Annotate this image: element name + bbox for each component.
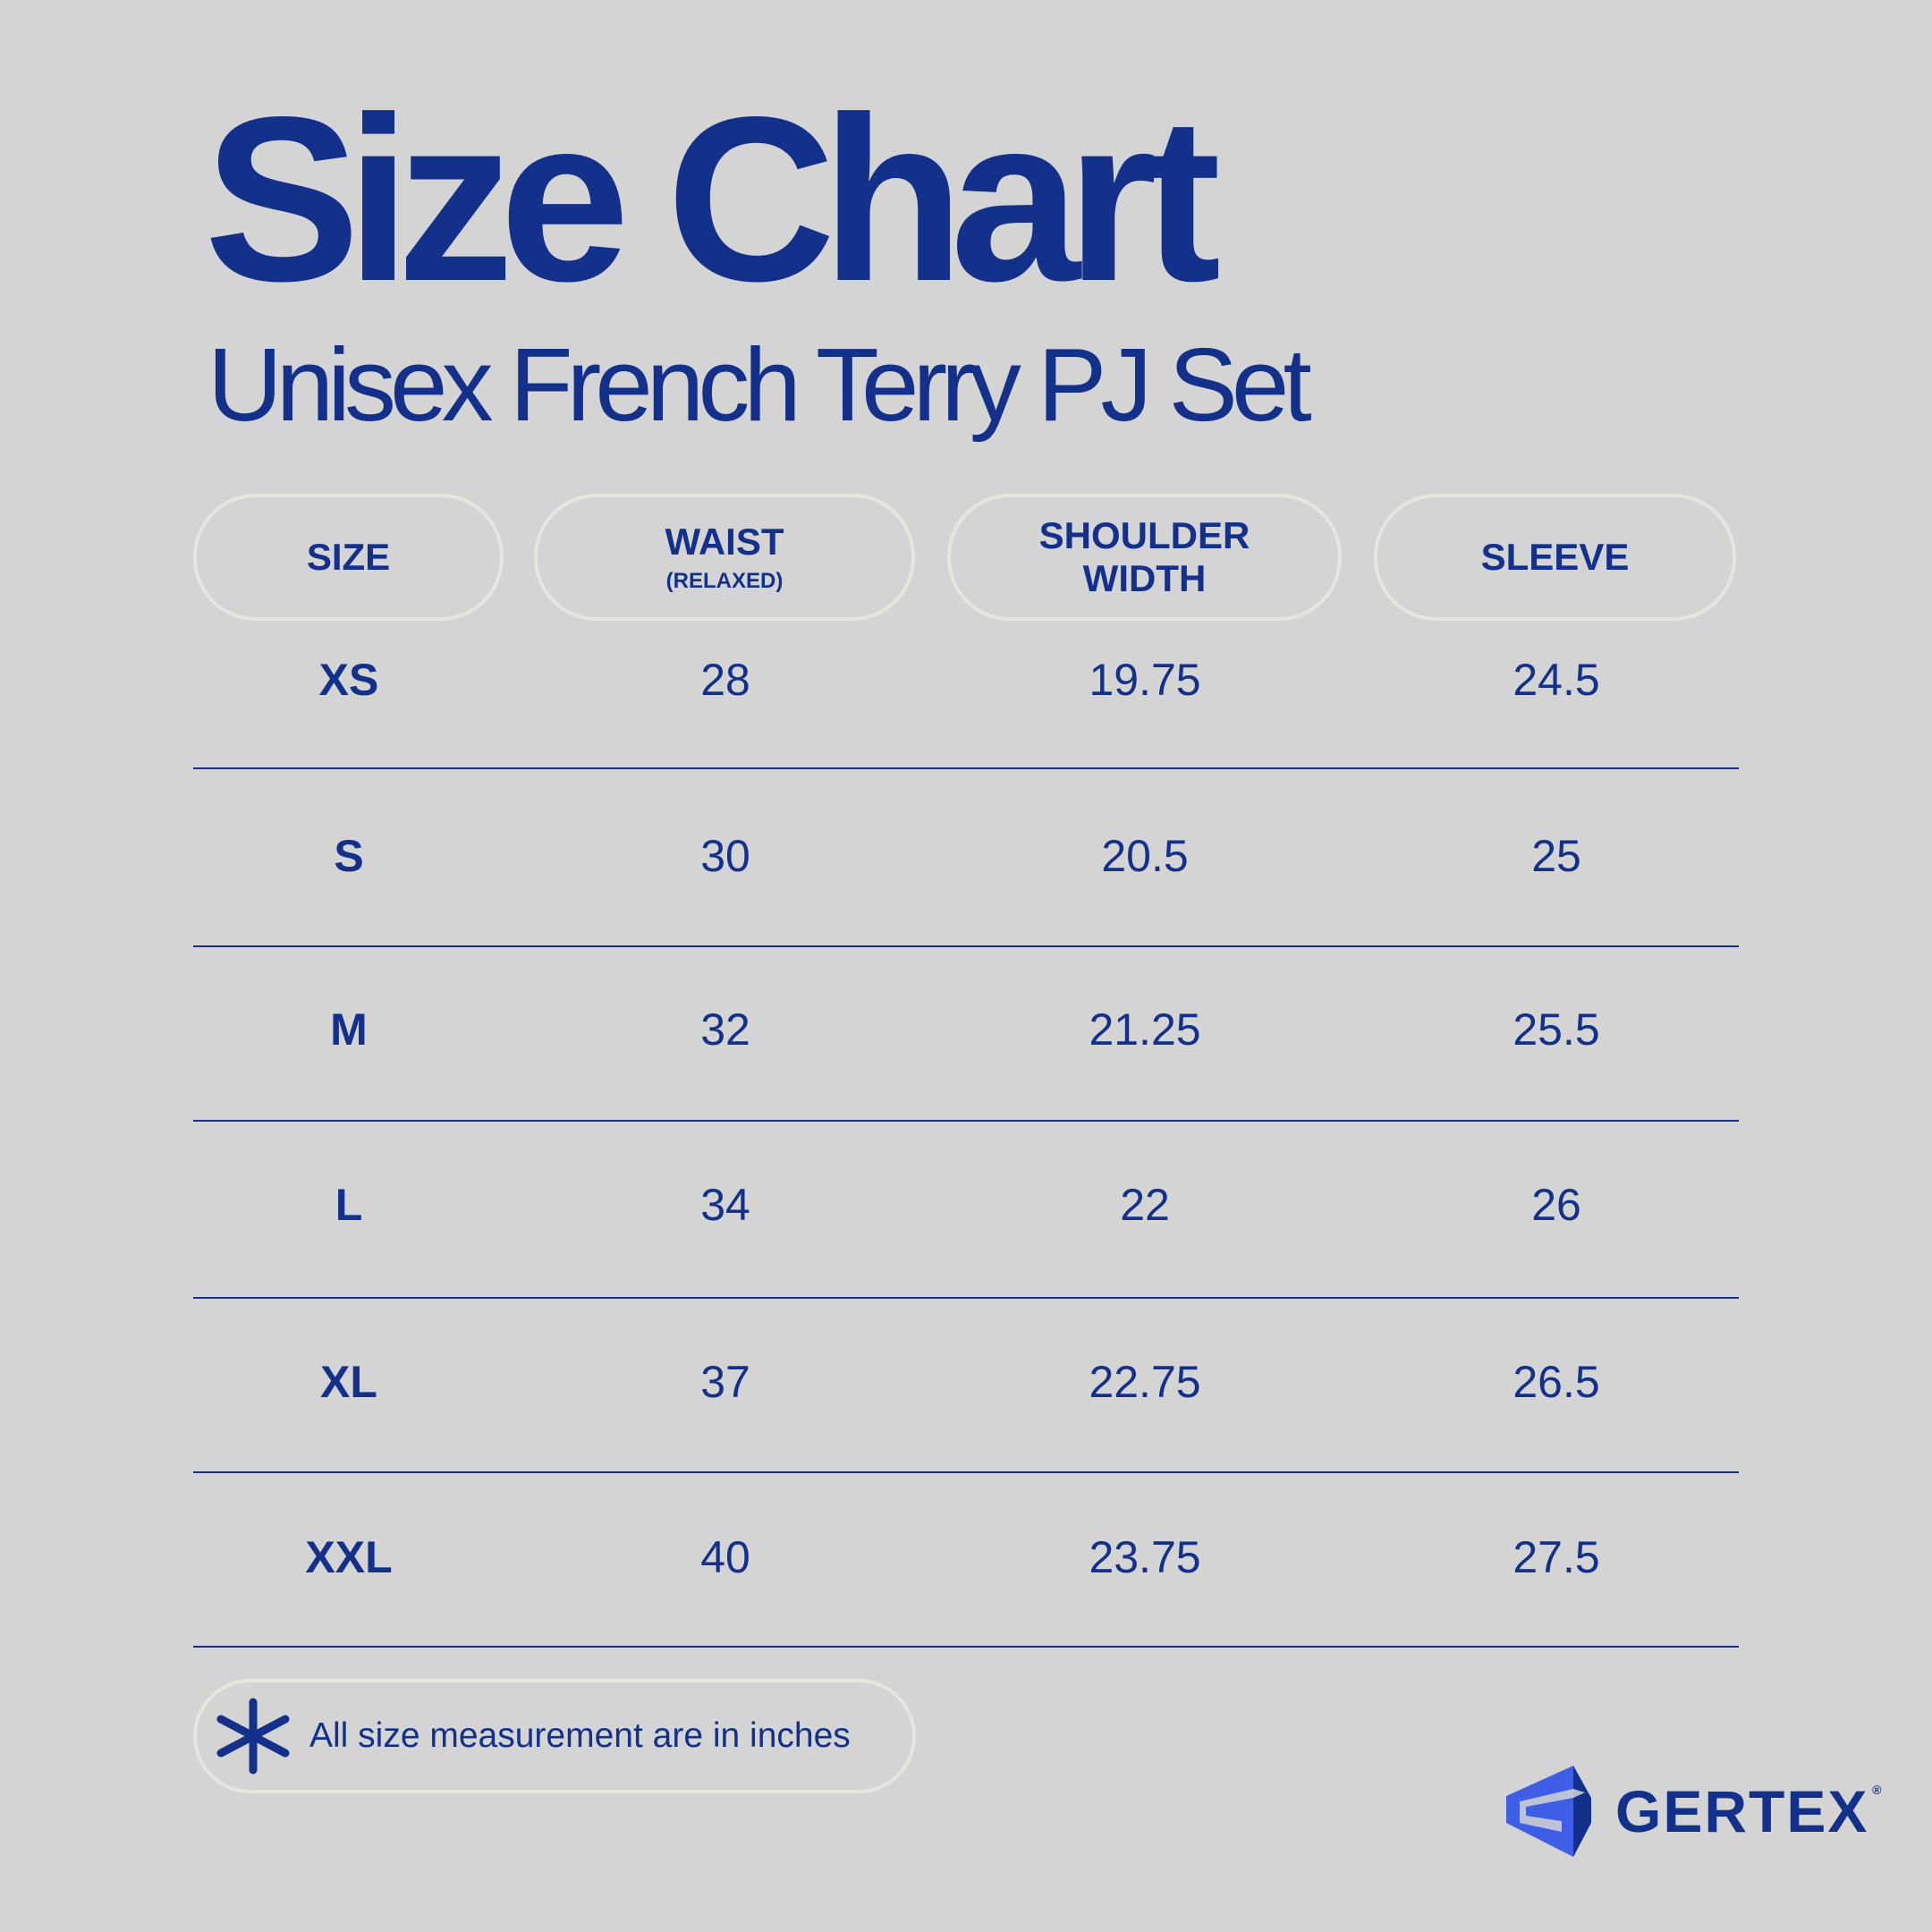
cell-size: XL — [320, 1357, 377, 1407]
cell-shoulder-width: 19.75 — [1089, 655, 1201, 705]
asterisk-icon — [216, 1698, 290, 1775]
cell-waist: 30 — [700, 831, 750, 881]
row-divider — [193, 1297, 1739, 1299]
cell-size: M — [330, 1004, 368, 1055]
header-sublabel: (RELAXED) — [665, 569, 784, 593]
header-sleeve: SLEEVE — [1374, 494, 1736, 621]
header-label: SHOULDER WIDTH — [1038, 514, 1250, 599]
cell-sleeve: 24.5 — [1513, 655, 1600, 705]
header-waist: WAIST (RELAXED) — [534, 494, 915, 621]
gertex-logo-icon — [1506, 1766, 1591, 1857]
row-divider — [193, 1646, 1739, 1648]
row-divider — [193, 945, 1739, 947]
footnote-text: All size measurement are in inches — [309, 1716, 851, 1755]
cell-sleeve: 25.5 — [1513, 1004, 1600, 1055]
page-title: Size Chart — [204, 68, 1221, 330]
row-divider — [193, 1471, 1739, 1473]
footnote: All size measurement are in inches — [193, 1679, 916, 1793]
cell-shoulder-width: 23.75 — [1089, 1532, 1201, 1582]
cell-sleeve: 26 — [1531, 1180, 1581, 1230]
cell-size: L — [335, 1180, 363, 1230]
registered-mark: ® — [1872, 1783, 1884, 1797]
page-subtitle: Unisex French Terry PJ Set — [208, 326, 1312, 443]
gertex-logo: GERTEX ® — [1506, 1766, 1881, 1857]
row-divider — [193, 1120, 1739, 1122]
cell-sleeve: 27.5 — [1513, 1532, 1600, 1582]
cell-waist: 32 — [700, 1004, 750, 1055]
row-divider — [193, 767, 1739, 769]
cell-shoulder-width: 22.75 — [1089, 1357, 1201, 1407]
header-label: WAIST — [665, 521, 784, 563]
cell-shoulder-width: 20.5 — [1101, 831, 1189, 881]
header-label: SLEEVE — [1480, 536, 1630, 578]
logo-text: GERTEX ® — [1615, 1777, 1881, 1845]
header-shoulder-width: SHOULDER WIDTH — [947, 494, 1342, 621]
cell-sleeve: 25 — [1531, 831, 1581, 881]
cell-waist: 37 — [700, 1357, 750, 1407]
cell-waist: 40 — [700, 1532, 750, 1582]
cell-waist: 28 — [700, 655, 750, 705]
header-size: SIZE — [193, 494, 504, 621]
cell-sleeve: 26.5 — [1513, 1357, 1600, 1407]
cell-size: XXL — [305, 1532, 393, 1582]
cell-size: S — [334, 831, 364, 881]
cell-size: XS — [318, 655, 379, 705]
cell-shoulder-width: 21.25 — [1089, 1004, 1201, 1055]
logo-word: GERTEX — [1615, 1778, 1869, 1844]
header-label: SIZE — [306, 536, 391, 578]
cell-waist: 34 — [700, 1180, 750, 1230]
cell-shoulder-width: 22 — [1120, 1180, 1170, 1230]
